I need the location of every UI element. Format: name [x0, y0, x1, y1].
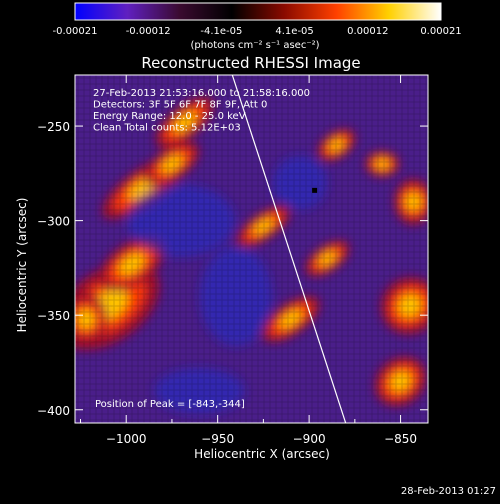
- colorbar-unit: (photons cm⁻² s⁻¹ asec⁻²): [190, 40, 319, 51]
- peak-label: Position of Peak = [-843,-344]: [95, 399, 245, 410]
- x-tick-label: −900: [293, 432, 326, 446]
- x-axis-label: Heliocentric X (arcsec): [194, 447, 330, 461]
- annotation-line: Detectors: 3F 5F 6F 7F 8F 9F, Att 0: [93, 100, 267, 111]
- y-axis: −250 −300 −350 −400: [37, 120, 428, 418]
- timestamp: 28-Feb-2013 01:27: [401, 486, 496, 497]
- x-tick-label: −1000: [106, 432, 147, 446]
- x-axis: −1000 −950 −900 −850: [79, 75, 417, 446]
- y-tick-label: −250: [37, 120, 70, 134]
- colorbar-gradient: [74, 2, 442, 21]
- y-axis-label: Heliocentric Y (arcsec): [15, 198, 29, 333]
- colorbar: -0.00021 -0.00012 -4.1e-05 4.1e-05 0.00012 0.…: [53, 2, 462, 51]
- annotation-line: Energy Range: 12.0 - 25.0 keV: [93, 111, 246, 122]
- annotation-line: 27-Feb-2013 21:53:16.000 to 21:58:16.000: [93, 88, 310, 99]
- plot-frame: [74, 74, 429, 424]
- x-tick-label: −950: [201, 432, 234, 446]
- colorbar-tick-label: 4.1e-05: [275, 26, 313, 37]
- solar-limb-line: [231, 75, 347, 423]
- colorbar-tick-label: 0.00012: [347, 26, 388, 37]
- colorbar-ticks: -0.00021 -0.00012 -4.1e-05 4.1e-05 0.00012 0.…: [53, 26, 462, 37]
- colorbar-tick-label: -0.00021: [53, 26, 98, 37]
- chart-title: Reconstructed RHESSI Image: [141, 54, 360, 72]
- y-tick-label: −400: [37, 404, 70, 418]
- colorbar-tick-label: -4.1e-05: [200, 26, 242, 37]
- y-tick-label: −300: [37, 215, 70, 229]
- peak-marker: [312, 187, 318, 193]
- colorbar-tick-label: 0.00021: [420, 26, 461, 37]
- annotation-line: Clean Total counts: 5.12E+03: [93, 123, 241, 134]
- annotations: 27-Feb-2013 21:53:16.000 to 21:58:16.000…: [93, 88, 310, 134]
- x-tick-label: −850: [384, 432, 417, 446]
- y-tick-label: −350: [37, 309, 70, 323]
- plot-area: −1000 −950 −900 −850 −250 −300 −350 −400 27-Fe…: [37, 74, 429, 446]
- colorbar-tick-label: -0.00012: [126, 26, 171, 37]
